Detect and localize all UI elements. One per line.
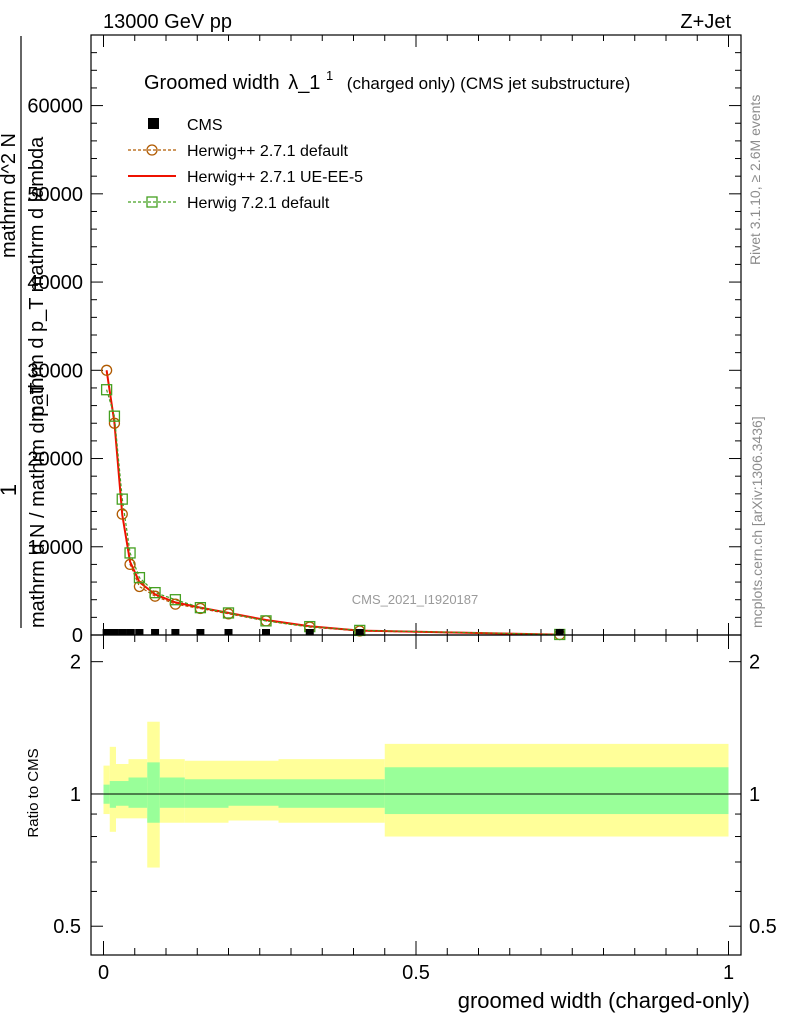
- herwig721-default-point: [149, 586, 161, 599]
- herwig721-default-point: [194, 601, 207, 614]
- herwig271-default-point: [116, 508, 128, 520]
- ylabel-denominator: mathrm d N / mathrm d p_T: [27, 382, 49, 628]
- x-tick-label: 1: [723, 962, 734, 984]
- herwig271-default-point: [124, 558, 136, 571]
- legend: CMS Herwig++ 2.7.1 default Herwig++ 2.7.…: [128, 117, 363, 212]
- cms-data-point: [262, 629, 270, 635]
- herwig721-default-point: [169, 594, 182, 606]
- ylabel-numerator-bottom: mathrm d p_T mathrm d lambda: [26, 136, 48, 422]
- herwig271-default-point: [100, 364, 113, 376]
- ratio-y-axis-label: Ratio to CMS: [25, 748, 42, 837]
- legend-cms-marker: [148, 118, 159, 129]
- herwig271-default-point: [108, 417, 121, 429]
- plot-title-rest: (charged only) (CMS jet substructure): [347, 74, 630, 93]
- cms-data-point: [110, 629, 119, 635]
- process-label: Z+Jet: [680, 11, 731, 33]
- herwig721-default-point: [124, 547, 136, 559]
- ylabel-one: 1: [0, 484, 21, 496]
- main-y-axis-label: 1 mathrm d N / mathrm d p_T mathrm d^2 N…: [0, 36, 49, 628]
- ratio-panel: 0.5 0.51 12 2 0 0.5 1: [53, 634, 777, 984]
- ratio-y-tick-label: 2: [70, 652, 81, 674]
- plot-title: Groomed width λ_1 1 (charged only) (CMS …: [144, 63, 630, 94]
- cms-data-point: [355, 629, 364, 635]
- plot-title-main: Groomed width: [144, 72, 280, 94]
- cms-data-point: [196, 629, 205, 635]
- main-series: [100, 364, 566, 641]
- herwig721-default-point: [260, 615, 272, 627]
- cms-data-point: [171, 629, 180, 635]
- ratio-y-tick-label-right: 1: [749, 784, 760, 806]
- herwig721-default-point: [108, 410, 121, 422]
- ratio-y-tick-label-right: 0.5: [749, 916, 777, 938]
- main-y-tick-label: 0: [72, 625, 83, 647]
- main-y-tick-label: 40000: [27, 272, 83, 294]
- series-line-3: [106, 389, 560, 636]
- stat-uncertainty-band: [116, 781, 129, 806]
- stat-uncertainty-band: [159, 777, 185, 808]
- rivet-label: Rivet 3.1.10, ≥ 2.6M events: [747, 95, 763, 265]
- stat-uncertainty-band: [128, 777, 148, 808]
- main-y-tick-label: 10000: [27, 537, 83, 559]
- herwig721-default-point: [133, 571, 146, 584]
- plot-title-symbol: λ_1: [288, 72, 320, 94]
- energy-label: 13000 GeV pp: [103, 11, 232, 33]
- legend-herwig271-default-marker: [146, 144, 158, 156]
- herwig721-default-point: [100, 384, 113, 396]
- cms-data-point: [555, 629, 564, 635]
- stat-uncertainty-band: [228, 779, 279, 806]
- plot-title-sup: 1: [326, 68, 333, 83]
- cms-data-point: [118, 629, 127, 635]
- x-tick-label: 0: [98, 962, 109, 984]
- main-y-tick-label: 20000: [27, 449, 83, 471]
- legend-herwig271-default-label: Herwig++ 2.7.1 default: [187, 143, 349, 160]
- herwig721-default-point: [116, 493, 128, 505]
- stat-uncertainty-band: [384, 767, 729, 815]
- cms-data-point: [151, 629, 160, 635]
- main-y-tick-label: 60000: [27, 96, 83, 118]
- ratio-x-ticks: 0 0.5 1: [98, 635, 734, 984]
- ratio-y-ticks: 0.5 0.5 1 1 2 2: [53, 652, 777, 939]
- ratio-y-tick-label: 1: [70, 784, 81, 806]
- cms-data-point: [126, 629, 135, 635]
- analysis-watermark: CMS_2021_I1920187: [352, 592, 479, 607]
- ylabel-numerator-top: mathrm d^2 N: [0, 133, 20, 258]
- herwig271-default-point: [133, 580, 146, 593]
- ratio-y-tick-label-right: 2: [749, 652, 760, 674]
- ratio-y-tick-label: 0.5: [53, 916, 81, 938]
- legend-herwig721-default-label: Herwig 7.2.1 default: [187, 195, 330, 212]
- cms-data-point: [135, 629, 144, 635]
- cms-data-markers: [102, 629, 564, 635]
- ratio-bands: [103, 721, 729, 868]
- main-y-ticks: 0 10000 20000 30000 40000 50000 60000: [27, 34, 741, 647]
- mcplots-label: mcplots.cern.ch [arXiv:1306.3436]: [749, 416, 765, 628]
- main-y-tick-label: 30000: [27, 360, 83, 382]
- main-y-tick-label: 50000: [27, 184, 83, 206]
- legend-herwig721-default-marker: [146, 196, 158, 208]
- legend-cms-label: CMS: [187, 117, 223, 134]
- cms-data-point: [224, 629, 233, 635]
- cms-data-point: [102, 629, 111, 635]
- main-panel: 0 10000 20000 30000 40000 50000 60000 Groomed …: [27, 34, 742, 647]
- herwig721-default-point: [222, 607, 235, 619]
- x-axis-label: groomed width (charged-only): [458, 988, 750, 1013]
- cms-data-point: [305, 629, 314, 635]
- x-tick-label: 0.5: [402, 962, 430, 984]
- stat-uncertainty-band: [147, 762, 160, 823]
- legend-herwig271-ueee5-label: Herwig++ 2.7.1 UE-EE-5: [187, 169, 363, 186]
